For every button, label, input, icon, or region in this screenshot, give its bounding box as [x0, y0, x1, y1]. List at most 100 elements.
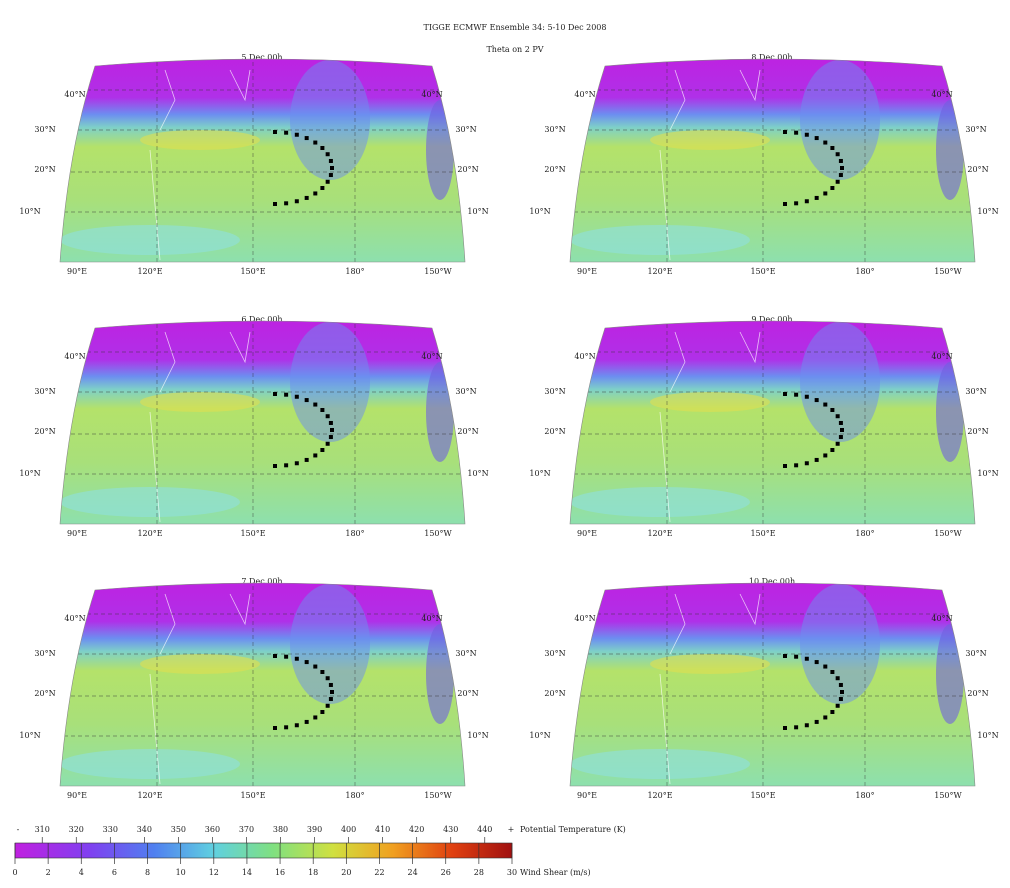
track-dot	[815, 398, 819, 402]
lon-label: 150°W	[424, 267, 452, 276]
lon-label: 90°E	[67, 529, 87, 538]
track-dot	[320, 670, 324, 674]
shear-tick-label: 6	[112, 868, 117, 877]
shear-label: Wind Shear (m/s)	[520, 868, 591, 877]
lon-label: 150°E	[240, 791, 265, 800]
track-dot	[273, 130, 277, 134]
lon-label: 150°W	[934, 267, 962, 276]
track-dot	[313, 665, 317, 669]
track-dot	[284, 725, 288, 729]
field-blob	[936, 362, 964, 462]
lat-label: 30°N	[34, 649, 55, 658]
track-dot	[836, 414, 840, 418]
lat-label: 40°N	[931, 352, 952, 361]
track-dot	[329, 173, 333, 177]
track-dot	[783, 392, 787, 396]
track-dot	[320, 710, 324, 714]
field-blob	[140, 130, 260, 150]
track-dot	[830, 448, 834, 452]
lat-label: 10°N	[977, 731, 998, 740]
lat-label: 30°N	[34, 387, 55, 396]
track-dot	[273, 392, 277, 396]
lat-label: 30°N	[965, 125, 986, 134]
lat-label: 40°N	[64, 352, 85, 361]
track-dot	[839, 159, 843, 163]
track-dot	[836, 676, 840, 680]
track-dot	[836, 442, 840, 446]
track-dot	[326, 152, 330, 156]
lat-label: 30°N	[544, 649, 565, 658]
shear-tick-label: 26	[441, 868, 451, 877]
lat-label: 20°N	[34, 427, 55, 436]
lon-label: 150°E	[750, 791, 775, 800]
plus-sign: +	[508, 825, 515, 834]
track-dot	[320, 448, 324, 452]
track-dot	[783, 464, 787, 468]
theta-tick-label: 420	[409, 825, 424, 834]
lat-label: 20°N	[457, 165, 478, 174]
lon-label: 120°E	[647, 791, 672, 800]
shear-tick-label: 30	[507, 868, 517, 877]
theta-tick-label: 350	[171, 825, 186, 834]
lat-label: 20°N	[544, 427, 565, 436]
map-field	[50, 574, 480, 789]
colorbar-bar	[15, 843, 512, 858]
track-dot	[783, 654, 787, 658]
shear-tick-label: 14	[242, 868, 252, 877]
track-dot	[815, 660, 819, 664]
lon-label: 150°W	[424, 791, 452, 800]
lat-label: 40°N	[64, 614, 85, 623]
shear-tick-label: 18	[308, 868, 318, 877]
theta-tick-label: 380	[273, 825, 288, 834]
track-dot	[823, 403, 827, 407]
lat-label: 10°N	[467, 469, 488, 478]
track-dot	[320, 186, 324, 190]
track-dot	[840, 428, 844, 432]
track-dot	[295, 657, 299, 661]
shear-tick-label: 10	[176, 868, 186, 877]
map-panel: 7 Dec 00h40°N40°N30°N30°N20°N20°N10°N10°…	[19, 574, 488, 800]
track-dot	[326, 180, 330, 184]
track-dot	[823, 141, 827, 145]
track-dot	[783, 726, 787, 730]
map-panel: 10 Dec 00h40°N40°N30°N30°N20°N20°N10°N10…	[529, 574, 998, 800]
lon-label: 120°E	[647, 529, 672, 538]
track-dot	[794, 463, 798, 467]
track-dot	[273, 726, 277, 730]
theta-tick-label: 410	[375, 825, 390, 834]
track-dot	[284, 201, 288, 205]
field-blob	[140, 654, 260, 674]
track-dot	[305, 458, 309, 462]
track-dot	[330, 166, 334, 170]
lat-label: 40°N	[574, 352, 595, 361]
colorbar: - + Potential Temperature (K) Wind Shear…	[12, 825, 625, 877]
lon-label: 90°E	[67, 267, 87, 276]
field-blob	[650, 654, 770, 674]
track-dot	[794, 655, 798, 659]
track-dot	[783, 130, 787, 134]
track-dot	[295, 461, 299, 465]
field-blob	[60, 749, 240, 779]
shear-tick-label: 22	[374, 868, 384, 877]
lon-label: 150°E	[750, 529, 775, 538]
figure-subtitle: Theta on 2 PV	[486, 45, 543, 54]
track-dot	[823, 191, 827, 195]
track-dot	[839, 683, 843, 687]
track-dot	[830, 670, 834, 674]
shear-tick-label: 20	[341, 868, 351, 877]
field-blob	[60, 487, 240, 517]
shear-tick-label: 16	[275, 868, 285, 877]
track-dot	[295, 199, 299, 203]
theta-tick-label: 330	[103, 825, 118, 834]
lon-label: 180°	[345, 267, 364, 276]
track-dot	[313, 453, 317, 457]
field-blob	[936, 624, 964, 724]
minus-sign: -	[17, 825, 20, 834]
lon-label: 150°E	[240, 529, 265, 538]
track-dot	[284, 655, 288, 659]
theta-tick-label: 430	[443, 825, 458, 834]
field-blob	[426, 624, 454, 724]
lat-label: 30°N	[34, 125, 55, 134]
lat-label: 30°N	[965, 649, 986, 658]
